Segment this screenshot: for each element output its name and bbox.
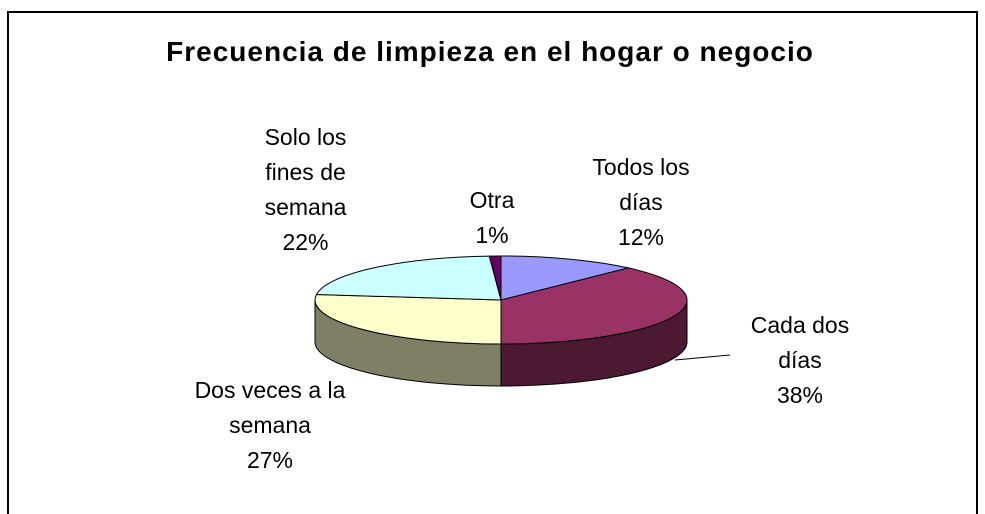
value-label: 38% (776, 382, 824, 408)
pie-slice (488, 255, 502, 301)
leader-line (674, 354, 731, 361)
category-label: Dos veces a la semana (194, 377, 346, 438)
data-label: Otra 1% (452, 183, 532, 253)
data-label: Cada dos días 38% (735, 308, 865, 413)
pie-slice (500, 267, 688, 345)
category-label: Cada dos días (750, 312, 850, 373)
category-label: Otra (469, 187, 515, 213)
value-label: 12% (617, 224, 665, 250)
data-label: Dos veces a la semana 27% (180, 373, 360, 478)
category-label: Todos los días (592, 154, 690, 215)
data-label: Todos los días 12% (576, 150, 706, 255)
data-label: Solo los fines de semana 22% (243, 120, 368, 260)
pie-slice (315, 255, 502, 301)
category-label: Solo los fines de semana (264, 124, 347, 220)
pie-slice (500, 255, 629, 301)
value-label: 27% (246, 447, 294, 473)
chart-title: Frecuencia de limpieza en el hogar o neg… (166, 36, 814, 67)
value-label: 22% (282, 229, 329, 255)
pie (314, 255, 688, 387)
pie-slice (314, 293, 502, 345)
value-label: 1% (475, 222, 509, 248)
